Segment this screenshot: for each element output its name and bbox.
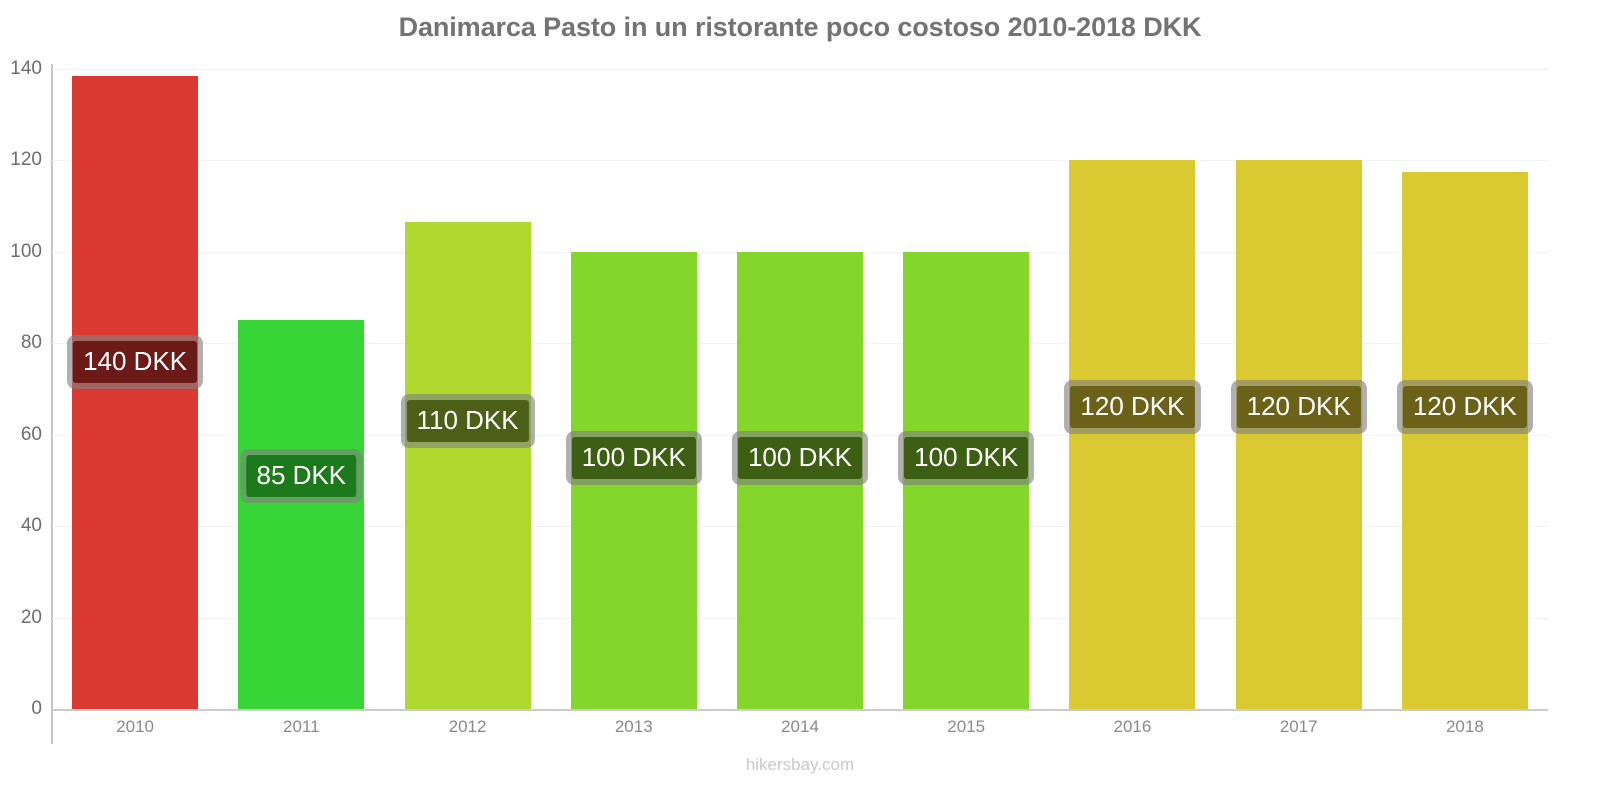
x-axis-tick-label-2017: 2017: [1279, 717, 1318, 736]
plot-area: [52, 69, 1548, 711]
bar-value-label-2015: 100 DKK: [904, 436, 1029, 479]
bar-2014[interactable]: [737, 251, 863, 709]
y-axis-tick-label: 120: [10, 149, 42, 171]
bar-value-label-2014: 100 DKK: [737, 436, 863, 479]
bar-2017[interactable]: [1235, 160, 1362, 709]
y-axis-tick-label: 0: [31, 698, 42, 719]
bar-value-label-2013: 100 DKK: [571, 436, 696, 479]
y-axis-tick-label: 40: [20, 515, 42, 537]
x-axis-tick-label-2013: 2013: [614, 717, 653, 736]
bar-value-label-2012: 110 DKK: [406, 400, 529, 442]
bar-value-label-2017: 120 DKK: [1236, 386, 1361, 429]
y-axis-tick-label: 60: [20, 423, 42, 445]
source-watermark: hikersbay.com: [745, 755, 855, 774]
bar-2010[interactable]: [72, 75, 199, 709]
x-axis-tick-label-2015: 2015: [947, 717, 986, 736]
bar-2016[interactable]: [1069, 160, 1196, 709]
bar-2012[interactable]: [404, 222, 531, 709]
bar-2018[interactable]: [1401, 171, 1528, 709]
y-axis-tick-label: 20: [20, 606, 42, 628]
x-axis-tick-label-2018: 2018: [1445, 717, 1484, 736]
x-axis-tick-label-2014: 2014: [781, 717, 819, 736]
chart-title: Danimarca Pasto in un ristorante poco co…: [398, 12, 1202, 42]
x-axis-tick-label-2010: 2010: [116, 717, 155, 736]
bar-2011[interactable]: [238, 320, 365, 709]
bar-value-label-2018: 120 DKK: [1402, 386, 1527, 429]
y-axis-line: [51, 64, 53, 744]
bar-value-label-2016: 120 DKK: [1070, 386, 1195, 429]
bar-value-label-2011: 85 DKK: [246, 454, 357, 497]
bar-value-label-2010: 140 DKK: [73, 340, 198, 383]
bar-2013[interactable]: [570, 251, 697, 709]
bar-2015[interactable]: [903, 251, 1030, 709]
y-axis-tick-label: 100: [10, 240, 42, 262]
x-axis-tick-label-2011: 2011: [283, 717, 320, 736]
x-axis-tick-label-2012: 2012: [448, 717, 487, 736]
x-axis-tick-label-2016: 2016: [1113, 717, 1152, 736]
gridline: [52, 160, 1548, 162]
gridline: [52, 69, 1548, 70]
gridline: [52, 709, 1548, 711]
y-axis-tick-label: 80: [20, 332, 42, 354]
y-axis-tick-label: 140: [10, 58, 42, 79]
